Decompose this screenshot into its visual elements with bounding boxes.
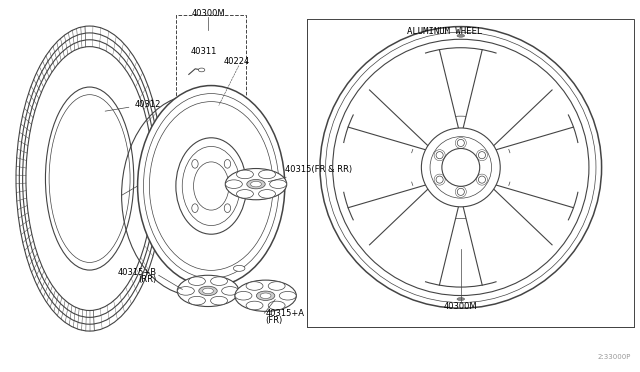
Ellipse shape	[224, 160, 230, 168]
Text: 40312: 40312	[105, 100, 161, 111]
Ellipse shape	[203, 288, 213, 294]
Text: (RR): (RR)	[138, 275, 157, 284]
Bar	[176, 15, 246, 231]
Ellipse shape	[193, 162, 229, 210]
Ellipse shape	[49, 95, 130, 263]
Ellipse shape	[235, 280, 296, 311]
Ellipse shape	[246, 301, 263, 310]
Ellipse shape	[234, 265, 245, 271]
Text: 40224: 40224	[224, 57, 250, 66]
Ellipse shape	[268, 282, 285, 290]
Text: 2:33000P: 2:33000P	[597, 354, 630, 360]
Ellipse shape	[457, 140, 465, 147]
Ellipse shape	[177, 286, 195, 295]
Ellipse shape	[259, 190, 275, 198]
Ellipse shape	[436, 152, 443, 159]
Ellipse shape	[138, 86, 285, 286]
Ellipse shape	[279, 291, 296, 300]
Text: (FR): (FR)	[266, 316, 283, 325]
Ellipse shape	[192, 204, 198, 212]
Text: 40315(FR & RR): 40315(FR & RR)	[268, 165, 352, 182]
Ellipse shape	[257, 291, 275, 301]
Ellipse shape	[189, 277, 205, 285]
Text: ALUMINUM WHEEL: ALUMINUM WHEEL	[407, 27, 483, 36]
Circle shape	[198, 68, 205, 72]
Ellipse shape	[192, 160, 198, 168]
Ellipse shape	[237, 190, 253, 198]
Ellipse shape	[224, 204, 230, 212]
Ellipse shape	[251, 182, 261, 187]
Text: 40300M: 40300M	[191, 9, 225, 17]
Ellipse shape	[225, 180, 243, 189]
Ellipse shape	[457, 298, 465, 301]
Text: 40315+A: 40315+A	[266, 309, 305, 318]
Ellipse shape	[479, 176, 486, 183]
Ellipse shape	[457, 34, 465, 37]
Ellipse shape	[199, 286, 217, 296]
Ellipse shape	[189, 296, 205, 305]
Text: 40311: 40311	[191, 47, 217, 56]
Ellipse shape	[247, 179, 265, 189]
Ellipse shape	[225, 169, 287, 200]
Ellipse shape	[320, 27, 602, 308]
Text: 40315+B: 40315+B	[118, 268, 157, 277]
Ellipse shape	[237, 170, 253, 179]
Ellipse shape	[260, 293, 271, 298]
Ellipse shape	[177, 275, 239, 307]
Ellipse shape	[479, 152, 486, 159]
Ellipse shape	[211, 296, 227, 305]
Ellipse shape	[246, 282, 263, 290]
Ellipse shape	[259, 170, 275, 179]
Ellipse shape	[235, 291, 252, 300]
Ellipse shape	[421, 128, 500, 207]
Ellipse shape	[176, 138, 246, 234]
Ellipse shape	[269, 180, 287, 189]
Text: 40300M: 40300M	[444, 302, 477, 311]
Ellipse shape	[45, 87, 134, 270]
Ellipse shape	[436, 176, 443, 183]
Ellipse shape	[268, 301, 285, 310]
Bar	[307, 19, 634, 327]
Ellipse shape	[211, 277, 227, 285]
Ellipse shape	[457, 188, 465, 195]
Ellipse shape	[221, 286, 239, 295]
Ellipse shape	[442, 148, 480, 186]
